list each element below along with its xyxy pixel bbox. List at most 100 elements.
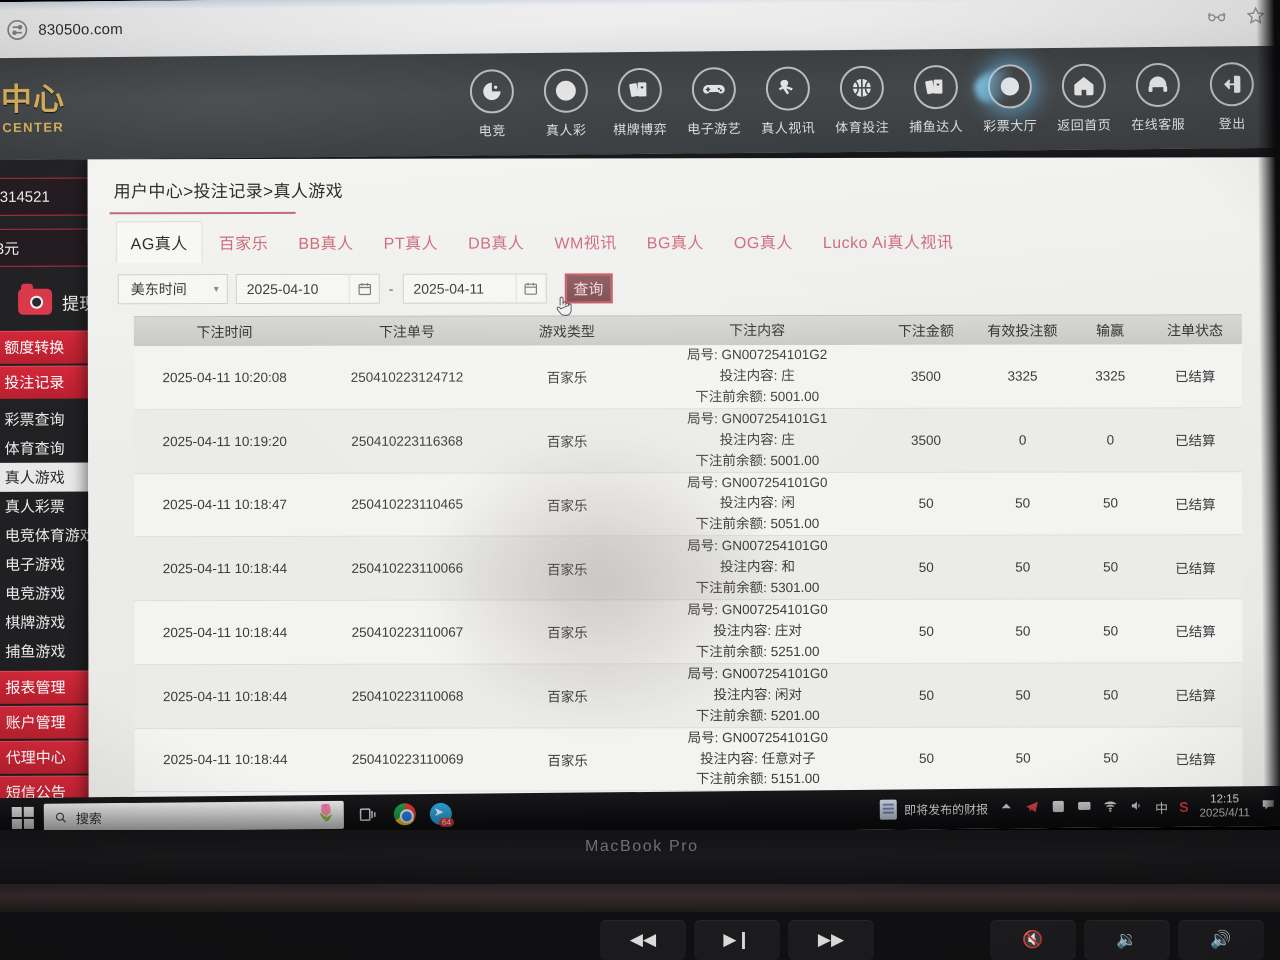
table-body: 2025-04-11 10:20:08 250410223124712 百家乐 局号:…: [133, 344, 1243, 838]
sidebar-group-label: 投注记录: [4, 374, 65, 392]
cell-pl: 50: [1103, 687, 1119, 703]
cell-game: 百家乐: [546, 434, 588, 450]
nav-item-esports[interactable]: 电竞: [455, 69, 530, 140]
nav-item-lottery-hall[interactable]: 彩票大厅: [973, 64, 1048, 135]
esports-icon: [469, 69, 515, 114]
nav-item-live-casino[interactable]: 真人视讯: [751, 66, 826, 137]
nav-label: 真人彩: [545, 122, 587, 138]
timezone-select[interactable]: 美东时间 ▾: [117, 274, 228, 305]
nav-item-live-lottery[interactable]: 真人彩: [529, 68, 604, 139]
cell-amount: 3500: [910, 368, 941, 384]
calendar-icon[interactable]: [348, 274, 379, 303]
sidebar-group-label: 代理中心: [5, 749, 66, 767]
address-bar-url[interactable]: 83050o.com: [38, 20, 123, 39]
tab-bg-live[interactable]: BG真人: [646, 235, 704, 253]
table-row[interactable]: 2025-04-11 10:18:47 250410223110465 百家乐 局号:…: [134, 471, 1243, 538]
detail-round: 局号: GN007254101G1: [687, 410, 828, 427]
table-row[interactable]: 2025-04-11 10:20:08 250410223124712 百家乐 局号:…: [133, 344, 1242, 410]
mute-key[interactable]: 🔇: [990, 920, 1076, 960]
nav-item-support[interactable]: 在线客服: [1121, 62, 1196, 134]
cell-game: 百家乐: [546, 498, 588, 514]
lottery-target-icon: [987, 64, 1033, 109]
cell-amount: 50: [918, 623, 934, 639]
nav-label: 体育投注: [835, 119, 890, 136]
date-from-value[interactable]: 2025-04-10: [246, 280, 319, 298]
tab-og-live[interactable]: OG真人: [733, 235, 793, 253]
detail-balance: 下注前余额: 5001.00: [695, 388, 820, 405]
nav-item-sports[interactable]: 体育投注: [825, 65, 900, 137]
nav-item-home[interactable]: 返回首页: [1047, 63, 1122, 134]
laptop-brand-label: MacBook Pro: [585, 838, 699, 855]
date-from-field[interactable]: 2025-04-10: [235, 273, 380, 305]
nav-item-logout[interactable]: 登出: [1195, 62, 1270, 133]
reading-mode-icon[interactable]: [1206, 5, 1227, 31]
cell-valid: 0: [1018, 432, 1027, 448]
calendar-icon[interactable]: [515, 274, 546, 303]
detail-bet: 投注内容: 和: [719, 559, 796, 575]
column-header-time: 下注时间: [196, 323, 253, 340]
timezone-value: 美东时间: [130, 281, 187, 298]
date-to-field[interactable]: 2025-04-11: [402, 273, 547, 304]
date-to-value[interactable]: 2025-04-11: [413, 280, 485, 297]
table-header-row: 下注时间 下注单号 游戏类型 下注内容 下注金额 有效投注额 输赢 注单状态: [133, 314, 1242, 347]
sidebar-group-label: 报表管理: [5, 679, 66, 697]
cell-order: 250410223110465: [351, 497, 464, 513]
cell-game: 百家乐: [547, 625, 588, 641]
column-header-game: 游戏类型: [538, 322, 595, 340]
cell-game: 百家乐: [547, 562, 588, 578]
tab-ag-live[interactable]: AG真人: [115, 221, 203, 264]
nav-item-slots[interactable]: 电子游艺: [677, 67, 752, 138]
volume-up-key[interactable]: 🔊: [1178, 920, 1264, 960]
cell-time: 2025-04-11 10:19:20: [162, 433, 287, 449]
site-logo[interactable]: 中心 CENTER: [0, 81, 83, 135]
cell-pl: 50: [1102, 495, 1118, 511]
fast-forward-key[interactable]: ▶▶: [788, 920, 874, 960]
cell-pl: 50: [1103, 750, 1119, 766]
site-top-nav: 中心 CENTER 电竞 真人: [0, 45, 1280, 161]
play-pause-key[interactable]: ▶❙: [694, 920, 780, 960]
detail-round: 局号: GN007254101G2: [686, 347, 828, 363]
cell-detail: 局号: GN007254101G0 投注内容: 和下注前余额: 5301.00: [636, 536, 880, 599]
page-settings-icon[interactable]: [6, 19, 28, 41]
cell-status: 已结算: [1174, 369, 1216, 385]
rewind-key[interactable]: ◀◀: [600, 920, 686, 960]
cell-valid: 50: [1015, 559, 1031, 575]
volume-down-key[interactable]: 🔉: [1084, 920, 1170, 960]
browser-toolbar: 83050o.com: [0, 0, 1280, 59]
cell-game: 百家乐: [547, 753, 588, 769]
top-nav-items: 电竞 真人彩 棋牌博弈: [455, 62, 1270, 140]
nav-item-cards[interactable]: 棋牌博弈: [603, 67, 678, 139]
nav-item-fishing[interactable]: 捕鱼达人: [899, 64, 974, 136]
detail-bet: 投注内容: 任意对子: [700, 750, 816, 766]
table-row[interactable]: 2025-04-11 10:18:44 250410223110066 百家乐 局号:…: [134, 535, 1243, 602]
laptop-screen: 83050o.com 中心 CENTER: [0, 0, 1280, 838]
detail-round: 局号: GN007254101G0: [687, 665, 828, 682]
cell-pl: 50: [1103, 623, 1119, 639]
laptop-bezel-bottom: [0, 830, 1280, 890]
detail-balance: 下注前余额: 5251.00: [695, 643, 820, 660]
table-row[interactable]: 2025-04-11 10:18:44 250410223110069 百家乐 局号:…: [134, 726, 1243, 793]
table-row[interactable]: 2025-04-11 10:19:20 250410223116368 百家乐 局号:…: [133, 408, 1243, 474]
tab-wm-live[interactable]: WM视讯: [554, 235, 617, 253]
tab-pt-live[interactable]: PT真人: [383, 235, 439, 253]
table-row[interactable]: 2025-04-11 10:18:44 250410223110067 百家乐 局号:…: [134, 599, 1243, 666]
tab-lucko-ai-live[interactable]: Lucko Ai真人视讯: [822, 234, 954, 253]
detail-bet: 投注内容: 庄对: [713, 623, 802, 639]
detail-balance: 下注前余额: 5001.00: [695, 452, 820, 468]
hand-cursor-icon: [552, 293, 574, 319]
cell-status: 已结算: [1175, 752, 1217, 768]
nav-label: 电子游艺: [687, 121, 742, 137]
query-button[interactable]: 查询: [556, 273, 613, 316]
logout-icon: [1209, 62, 1255, 107]
table-row[interactable]: 2025-04-11 10:18:44 250410223110068 百家乐 局号:…: [134, 663, 1243, 729]
cell-detail: 局号: GN007254101G0 投注内容: 任意对子 下注前余额: 5151.0…: [636, 728, 880, 791]
cards-fish-icon: [913, 64, 959, 110]
cell-order: 250410223116368: [351, 433, 463, 449]
detail-bet: 投注内容: 闲对: [713, 686, 802, 702]
cell-order: 250410223124712: [350, 369, 464, 385]
tab-bb-live[interactable]: BB真人: [298, 235, 354, 253]
nav-label: 捕鱼达人: [909, 118, 964, 135]
tab-baccarat[interactable]: 百家乐: [218, 235, 269, 254]
tab-db-live[interactable]: DB真人: [468, 235, 525, 253]
